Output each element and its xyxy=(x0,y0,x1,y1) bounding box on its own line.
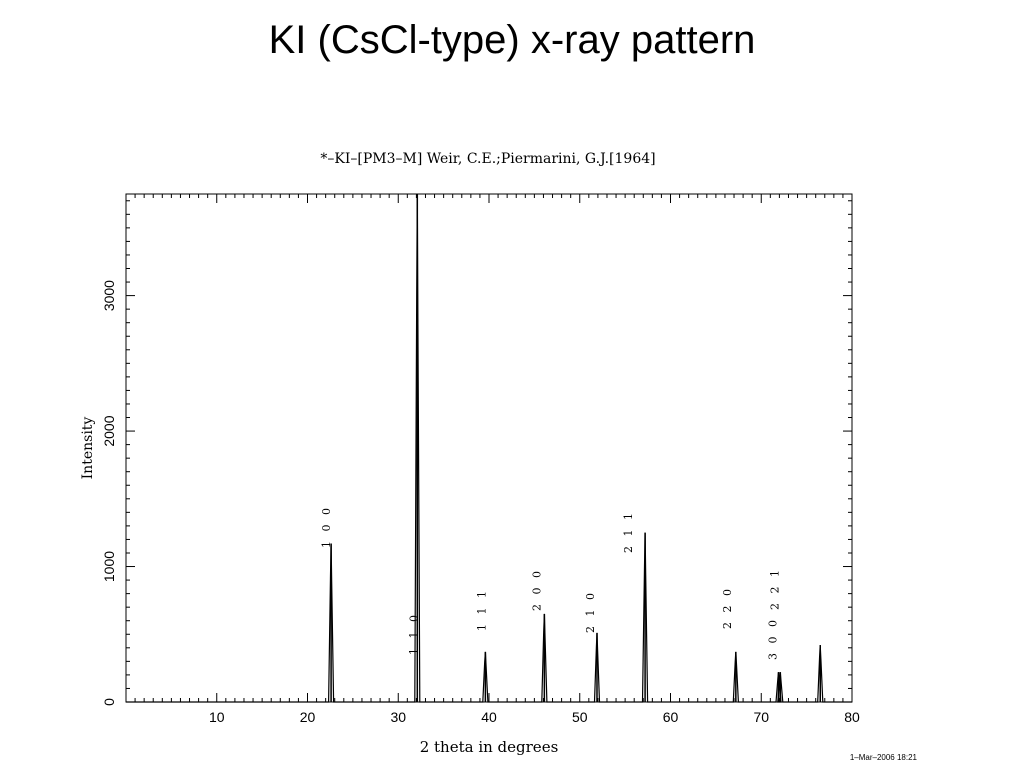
y-axis-tick-labels: 0 1000 2000 3000 xyxy=(101,280,117,706)
y-tick-label: 0 xyxy=(101,698,117,706)
plot-timestamp: 1–Mar–2006 18:21 xyxy=(850,753,918,762)
y-axis-label: Intensity xyxy=(80,417,96,480)
x-tick-label: 30 xyxy=(390,709,406,725)
x-tick-label: 40 xyxy=(481,709,497,725)
plot-frame xyxy=(125,193,853,703)
y-tick-label: 2000 xyxy=(101,415,117,446)
x-tick-label: 50 xyxy=(572,709,588,725)
peak-hkl-labels: 1 0 0 1 1 0 1 1 1 2 0 0 2 1 0 2 1 1 2 2 0 3 0 0… xyxy=(320,505,781,660)
peak-hkl-label: 1 1 1 xyxy=(475,588,488,631)
peak-hkl-label: 2 1 0 xyxy=(584,590,597,633)
x-tick-label: 10 xyxy=(209,709,225,725)
peak-hkl-label: 2 2 0 xyxy=(721,586,734,629)
chart-title: *–KI–[PM3–M] Weir, C.E.;Piermarini, G.J.… xyxy=(320,151,655,167)
diffraction-pattern-line xyxy=(126,193,852,703)
peak-hkl-label: 1 0 0 xyxy=(320,505,333,548)
peak-hkl-label: 2 1 1 xyxy=(622,510,635,553)
peak-hkl-label: 2 0 0 xyxy=(530,568,543,611)
peak-hkl-label: 1 1 0 xyxy=(407,612,420,655)
x-tick-label: 80 xyxy=(844,709,860,725)
x-tick-label: 60 xyxy=(663,709,679,725)
x-axis-ticks xyxy=(125,194,853,702)
peak-marks xyxy=(330,194,821,702)
y-tick-label: 1000 xyxy=(101,551,117,582)
x-axis-label: 2 theta in degrees xyxy=(420,738,559,756)
y-axis-ticks xyxy=(126,200,852,703)
x-tick-label: 20 xyxy=(300,709,316,725)
y-tick-label: 3000 xyxy=(101,280,117,311)
x-tick-label: 70 xyxy=(753,709,769,725)
peak-hkl-label: 3 0 0 xyxy=(766,617,779,660)
peak-hkl-label: 2 2 1 xyxy=(768,567,781,610)
x-axis-tick-labels: 10 20 30 40 50 60 70 80 xyxy=(209,709,860,725)
slide-title: KI (CsCl-type) x-ray pattern xyxy=(268,18,756,62)
